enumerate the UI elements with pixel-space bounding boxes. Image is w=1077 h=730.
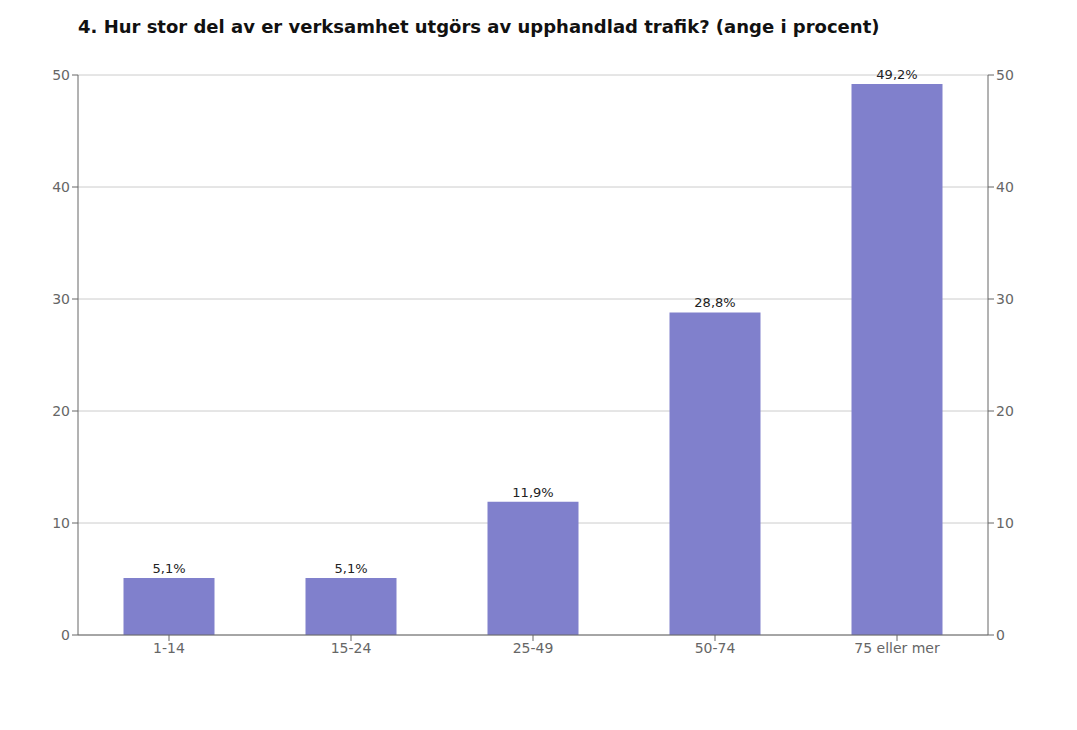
svg-text:11,9%: 11,9% [512, 485, 553, 500]
svg-text:5,1%: 5,1% [334, 561, 367, 576]
svg-text:5,1%: 5,1% [152, 561, 185, 576]
svg-text:25-49: 25-49 [513, 640, 554, 656]
svg-text:0: 0 [61, 627, 70, 643]
svg-text:50: 50 [52, 67, 70, 83]
svg-text:40: 40 [52, 179, 70, 195]
svg-text:50-74: 50-74 [695, 640, 736, 656]
svg-text:15-24: 15-24 [331, 640, 372, 656]
svg-text:49,2%: 49,2% [876, 67, 917, 82]
svg-text:50: 50 [996, 67, 1014, 83]
svg-text:28,8%: 28,8% [694, 295, 735, 310]
html-text:4. Hur stor del av er verksamh: 4. Hur stor del av er verksamhet utgörs … [78, 16, 880, 37]
svg-text:10: 10 [996, 515, 1014, 531]
svg-text:1-14: 1-14 [153, 640, 185, 656]
svg-text:30: 30 [996, 291, 1014, 307]
svg-text:30: 30 [52, 291, 70, 307]
svg-text:20: 20 [52, 403, 70, 419]
svg-text:75 eller mer: 75 eller mer [854, 640, 940, 656]
svg-text:0: 0 [996, 627, 1005, 643]
svg-text:20: 20 [996, 403, 1014, 419]
svg-text:10: 10 [52, 515, 70, 531]
svg-text:40: 40 [996, 179, 1014, 195]
